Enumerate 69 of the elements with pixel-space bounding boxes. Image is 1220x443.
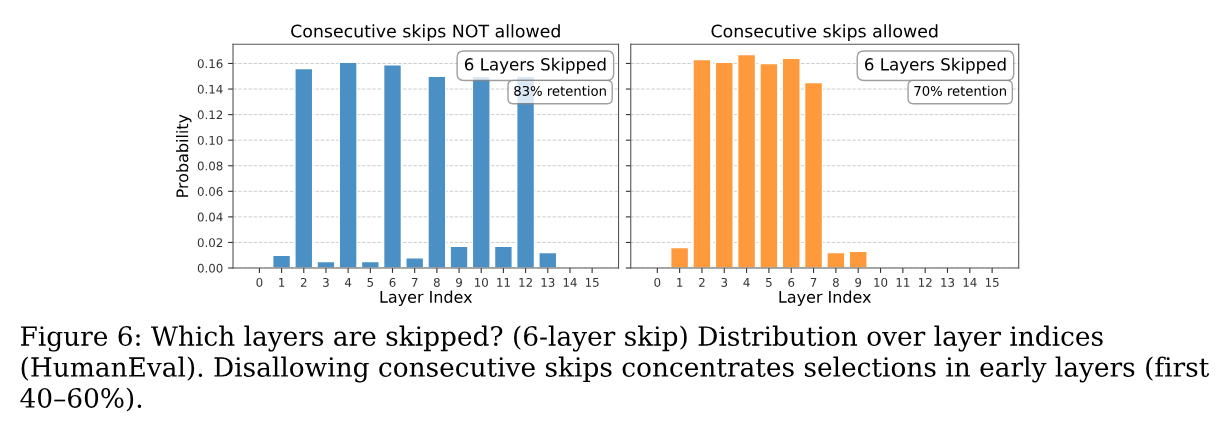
x-tick-label: 0 <box>256 277 263 287</box>
y-tick-label: 0.08 <box>197 161 223 171</box>
y-tick-label: 0.06 <box>197 187 223 196</box>
x-axis-title: Layer Index <box>779 290 871 307</box>
x-tick-label: 4 <box>344 278 352 287</box>
y-tick-label: 0.14 <box>197 84 223 94</box>
bar <box>449 245 469 269</box>
annotation: 70% retention <box>914 85 1006 96</box>
caption: Figure 6: Which layers are skipped? (6-layer skip) Distribution over layer indices (HumanEval). Disallowing consecutive skips concentrates selections in early layers (first 40–60%). <box>20 325 1210 412</box>
x-tick-label: 7 <box>411 278 418 287</box>
y-tick-label: 0.12 <box>197 110 223 120</box>
x-tick-label: 2 <box>300 277 307 287</box>
bar <box>316 260 336 269</box>
x-tick-label: 6 <box>788 277 795 287</box>
x-tick-label: 3 <box>721 277 728 287</box>
bar <box>759 62 779 269</box>
y-axis-title: Probability <box>176 114 192 197</box>
x-tick-label: 7 <box>810 278 817 287</box>
x-tick-label: 10 <box>475 277 488 287</box>
bar <box>427 75 447 269</box>
x-tick-label: 15 <box>585 278 599 287</box>
bar <box>714 61 734 269</box>
bar <box>803 81 824 269</box>
bar <box>338 61 358 269</box>
x-tick-label: 2 <box>699 277 705 287</box>
bar <box>493 245 513 269</box>
bar <box>692 58 712 269</box>
x-tick-label: 10 <box>874 277 888 287</box>
x-tick-label: 14 <box>963 278 977 287</box>
bar <box>670 246 690 269</box>
bar <box>405 257 425 269</box>
x-tick-label: 1 <box>279 278 285 287</box>
x-tick-label: 4 <box>743 278 750 287</box>
chart-title: Consecutive skips NOT allowed <box>291 24 560 41</box>
x-tick-label: 14 <box>563 278 577 287</box>
x-tick-label: 11 <box>497 278 510 287</box>
bar <box>826 251 846 269</box>
bar <box>538 251 558 269</box>
annotation: 6 Layers Skipped <box>464 57 606 74</box>
y-tick-label: 0.02 <box>197 238 223 248</box>
x-tick-label: 5 <box>766 278 772 287</box>
x-tick-label: 13 <box>541 277 555 287</box>
x-tick-label: 12 <box>918 277 932 287</box>
annotation: 6 Layers Skipped <box>865 57 1006 74</box>
y-tick-label: 0.16 <box>197 59 223 69</box>
x-tick-label: 3 <box>323 277 329 287</box>
bar <box>736 53 757 269</box>
x-tick-label: 1 <box>677 278 683 287</box>
x-tick-label: 12 <box>519 277 532 287</box>
x-tick-label: 15 <box>985 278 999 287</box>
x-tick-label: 9 <box>855 277 862 287</box>
x-tick-label: 8 <box>433 277 440 287</box>
x-tick-label: 9 <box>456 277 462 287</box>
y-tick-label: 0.04 <box>197 212 223 222</box>
y-tick-label: 0.10 <box>197 135 223 145</box>
x-axis-title: Layer Index <box>380 290 473 307</box>
y-tick-label: 0.00 <box>197 263 223 273</box>
x-tick-label: 6 <box>389 277 396 287</box>
bar <box>781 57 801 269</box>
bar <box>382 64 403 269</box>
bar <box>294 67 314 269</box>
x-tick-label: 0 <box>654 277 661 287</box>
annotation: 83% retention <box>514 85 606 96</box>
x-tick-label: 13 <box>941 277 955 287</box>
x-tick-label: 11 <box>896 278 910 287</box>
chart-title: Consecutive skips allowed <box>711 24 938 41</box>
bar <box>848 250 868 269</box>
x-tick-label: 5 <box>367 278 374 287</box>
x-tick-label: 8 <box>832 277 839 287</box>
